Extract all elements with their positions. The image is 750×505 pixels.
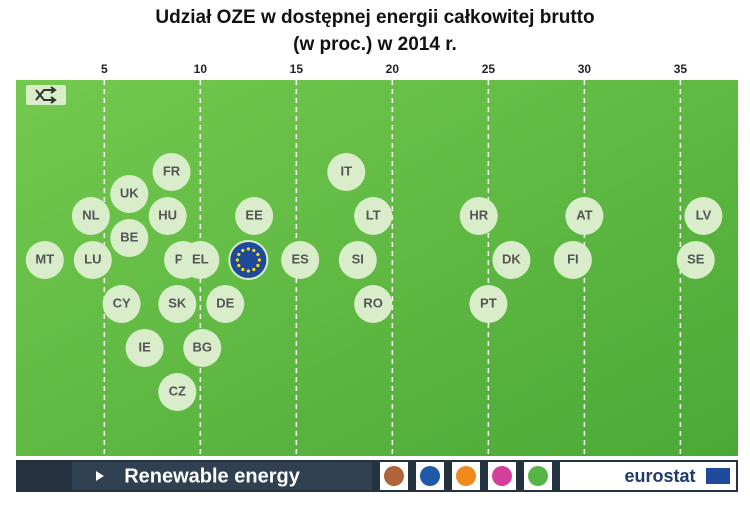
- point[interactable]: [73, 241, 112, 279]
- point[interactable]: [110, 175, 149, 213]
- eu-flag: [706, 468, 730, 484]
- point-label: FI: [567, 251, 579, 266]
- point-label: CZ: [169, 383, 186, 398]
- point[interactable]: [125, 329, 164, 367]
- x-tick-label: 20: [386, 62, 400, 76]
- energy-icons[interactable]: [380, 462, 552, 490]
- point-label: ES: [292, 251, 310, 266]
- point[interactable]: [206, 285, 245, 323]
- x-tick-label: 5: [101, 62, 108, 76]
- brand: eurostat: [624, 466, 695, 486]
- x-tick-label: 25: [482, 62, 496, 76]
- point-label: IE: [139, 339, 152, 354]
- point[interactable]: [110, 219, 149, 257]
- point-label: RO: [363, 295, 383, 310]
- point-label: MT: [35, 251, 54, 266]
- star: [252, 267, 256, 272]
- point[interactable]: [338, 241, 377, 279]
- point[interactable]: [148, 197, 187, 235]
- chart-title: Udział OZE w dostępnej energii całkowite…: [155, 7, 594, 28]
- shuffle-button[interactable]: [26, 85, 66, 105]
- point[interactable]: [71, 197, 110, 235]
- star: [241, 248, 245, 253]
- point-label: CY: [113, 295, 131, 310]
- point-label: PT: [480, 295, 497, 310]
- point[interactable]: [459, 197, 498, 235]
- star: [241, 267, 245, 272]
- play-icon[interactable]: [96, 471, 104, 481]
- point[interactable]: [158, 285, 197, 323]
- point-label: FR: [163, 163, 181, 178]
- point[interactable]: [565, 197, 604, 235]
- point-label: EE: [245, 207, 263, 222]
- point[interactable]: [684, 197, 723, 235]
- x-tick-label: 10: [194, 62, 208, 76]
- point-label: DK: [502, 251, 521, 266]
- point-label: DE: [216, 295, 234, 310]
- point-label: SI: [352, 251, 364, 266]
- star: [252, 248, 256, 253]
- point[interactable]: [102, 285, 141, 323]
- point-label: LU: [84, 251, 101, 266]
- point-label: UK: [120, 185, 139, 200]
- point[interactable]: [235, 197, 274, 235]
- star: [237, 263, 241, 268]
- star: [235, 258, 239, 262]
- x-tick-label: 15: [290, 62, 304, 76]
- point-label: HU: [158, 207, 177, 222]
- point[interactable]: [469, 285, 508, 323]
- point[interactable]: [281, 241, 320, 279]
- x-tick-label: 35: [674, 62, 688, 76]
- point-label: LV: [696, 207, 712, 222]
- point[interactable]: [354, 197, 393, 235]
- point-label: EL: [192, 251, 209, 266]
- point-label: BG: [193, 339, 213, 354]
- point-label: SE: [687, 251, 705, 266]
- point[interactable]: [354, 285, 393, 323]
- point-label: NL: [82, 207, 99, 222]
- point[interactable]: [676, 241, 715, 279]
- aggregate-point: [228, 240, 269, 280]
- section-button[interactable]: [72, 462, 372, 490]
- point-label: BE: [120, 229, 138, 244]
- point-label: SK: [168, 295, 187, 310]
- point-label: HR: [469, 207, 488, 222]
- point-label: IT: [340, 163, 352, 178]
- point[interactable]: [553, 241, 592, 279]
- star: [246, 247, 250, 251]
- chart-subtitle: (w proc.) w 2014 r.: [293, 34, 457, 55]
- point[interactable]: [181, 241, 220, 279]
- point[interactable]: [152, 153, 191, 191]
- point[interactable]: [327, 153, 366, 191]
- star: [256, 252, 260, 257]
- x-tick-label: 30: [578, 62, 592, 76]
- point[interactable]: [158, 373, 197, 411]
- point[interactable]: [492, 241, 531, 279]
- point[interactable]: [183, 329, 222, 367]
- plot-area: [16, 80, 738, 456]
- point[interactable]: [25, 241, 64, 279]
- star: [256, 263, 260, 268]
- star: [257, 258, 261, 262]
- point-label: LT: [366, 207, 381, 222]
- star: [237, 252, 241, 257]
- section-label: Renewable energy: [124, 465, 301, 487]
- point-label: AT: [576, 207, 592, 222]
- star: [246, 269, 250, 273]
